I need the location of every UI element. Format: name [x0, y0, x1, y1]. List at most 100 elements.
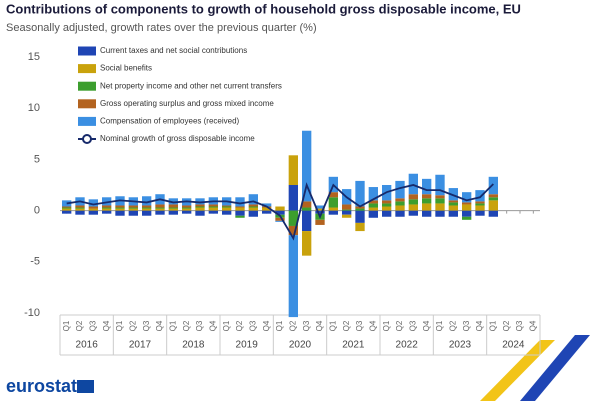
bar-segment [168, 198, 178, 205]
year-label: 2018 [182, 340, 205, 351]
bar-segment [315, 205, 325, 209]
x-tick-label: Q3 [88, 320, 97, 331]
bar-segment [355, 222, 365, 232]
x-tick-label: Q3 [302, 320, 311, 331]
x-tick-label: Q3 [462, 320, 471, 331]
x-tick-label: Q1 [488, 320, 497, 331]
bar-segment [248, 210, 258, 217]
eurostat-logo: eurostat [6, 376, 94, 396]
bar-segment [155, 210, 165, 215]
x-tick-label: Q1 [115, 320, 124, 331]
bar-segment [328, 197, 338, 208]
bar-segment [208, 204, 218, 207]
bar-segment [488, 210, 498, 217]
bar-segment [435, 174, 445, 196]
bar-segment [62, 208, 72, 211]
bar-segment [422, 203, 432, 211]
bar-segment [422, 198, 432, 204]
bar-segment [448, 210, 458, 217]
bar-segment [208, 206, 218, 208]
x-tick-label: Q3 [515, 320, 524, 331]
bar-segment [288, 210, 298, 226]
chart-subtitle: Seasonally adjusted, growth rates over t… [6, 22, 317, 34]
bar-segment [182, 210, 192, 214]
bar-segment [275, 220, 285, 222]
bar-segment [128, 208, 138, 211]
bar-segment [342, 204, 352, 210]
bar-segment [475, 203, 485, 206]
bar-segment [488, 176, 498, 195]
bar-segment [302, 231, 312, 256]
x-tick-label: Q4 [422, 320, 431, 331]
bar-segment [248, 206, 258, 208]
bar-segment [142, 205, 152, 208]
x-tick-label: Q1 [168, 320, 177, 331]
bar-segment [368, 203, 378, 208]
bar-segment [102, 197, 112, 206]
legend-label: Current taxes and net social contributio… [100, 46, 247, 55]
x-tick-label: Q2 [342, 320, 351, 331]
x-tick-label: Q4 [368, 320, 377, 331]
bar-segment [62, 206, 72, 208]
year-label: 2022 [396, 340, 419, 351]
bar-segment [302, 207, 312, 211]
bar-segment [302, 210, 312, 232]
bar-segment [328, 192, 338, 198]
bar-segment [115, 208, 125, 211]
bar-segment [262, 210, 272, 214]
bar-segment [208, 207, 218, 211]
bar-segment [182, 207, 192, 209]
bar-segment [195, 206, 205, 208]
bar-segment [168, 207, 178, 209]
bar-segment [88, 210, 98, 215]
x-tick-label: Q2 [235, 320, 244, 331]
bar-segment [142, 210, 152, 216]
bar-segment [102, 210, 112, 214]
year-label: 2021 [342, 340, 365, 351]
x-tick-label: Q4 [315, 320, 324, 331]
bar-segment [382, 200, 392, 204]
bar-segment [222, 207, 232, 211]
bar-segment [368, 210, 378, 218]
bar-segment [102, 208, 112, 211]
x-tick-label: Q1 [328, 320, 337, 331]
x-tick-label: Q3 [195, 320, 204, 331]
bar-segment [195, 210, 205, 216]
legend-swatch [78, 46, 96, 56]
bar-segment [328, 207, 338, 211]
bar-segment [235, 210, 245, 216]
bar-segment [235, 206, 245, 208]
bar-segment [142, 207, 152, 209]
x-tick-label: Q2 [502, 320, 511, 331]
legend-label: Gross operating surplus and gross mixed … [100, 99, 274, 108]
chevron-blue [520, 335, 590, 401]
bar-segment [288, 155, 298, 185]
bar-segment [355, 208, 365, 211]
bar-segment [408, 204, 418, 211]
bar-segment [475, 205, 485, 211]
x-tick-label: Q1 [275, 320, 284, 331]
bar-segment [235, 197, 245, 207]
bar-segment [315, 208, 325, 211]
bar-segment [435, 198, 445, 204]
bar-segment [155, 207, 165, 209]
legend-marker [82, 134, 92, 144]
y-tick-label: -5 [30, 256, 40, 268]
bar-segment [408, 199, 418, 205]
bar-segment [262, 207, 272, 211]
x-tick-label: Q2 [448, 320, 457, 331]
bar-segment [475, 190, 485, 202]
bar-segment [62, 210, 72, 214]
x-tick-label: Q4 [262, 320, 271, 331]
bar-segment [75, 208, 85, 211]
bar-segment [488, 194, 498, 198]
bar-segment [462, 202, 472, 205]
decoration [480, 335, 590, 401]
x-tick-label: Q4 [102, 320, 111, 331]
bar-segment [75, 205, 85, 208]
bar-segment [195, 198, 205, 205]
bar-segment [435, 203, 445, 211]
x-tick-label: Q4 [208, 320, 217, 331]
chart-title: Contributions of components to growth of… [6, 1, 521, 16]
